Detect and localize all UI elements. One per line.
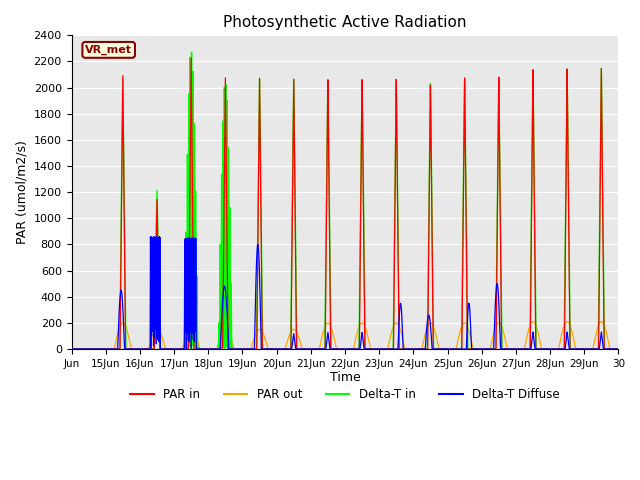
Text: VR_met: VR_met xyxy=(85,45,132,55)
Y-axis label: PAR (umol/m2/s): PAR (umol/m2/s) xyxy=(15,140,28,244)
Title: Photosynthetic Active Radiation: Photosynthetic Active Radiation xyxy=(223,15,467,30)
Legend: PAR in, PAR out, Delta-T in, Delta-T Diffuse: PAR in, PAR out, Delta-T in, Delta-T Dif… xyxy=(125,384,564,406)
X-axis label: Time: Time xyxy=(330,372,360,384)
